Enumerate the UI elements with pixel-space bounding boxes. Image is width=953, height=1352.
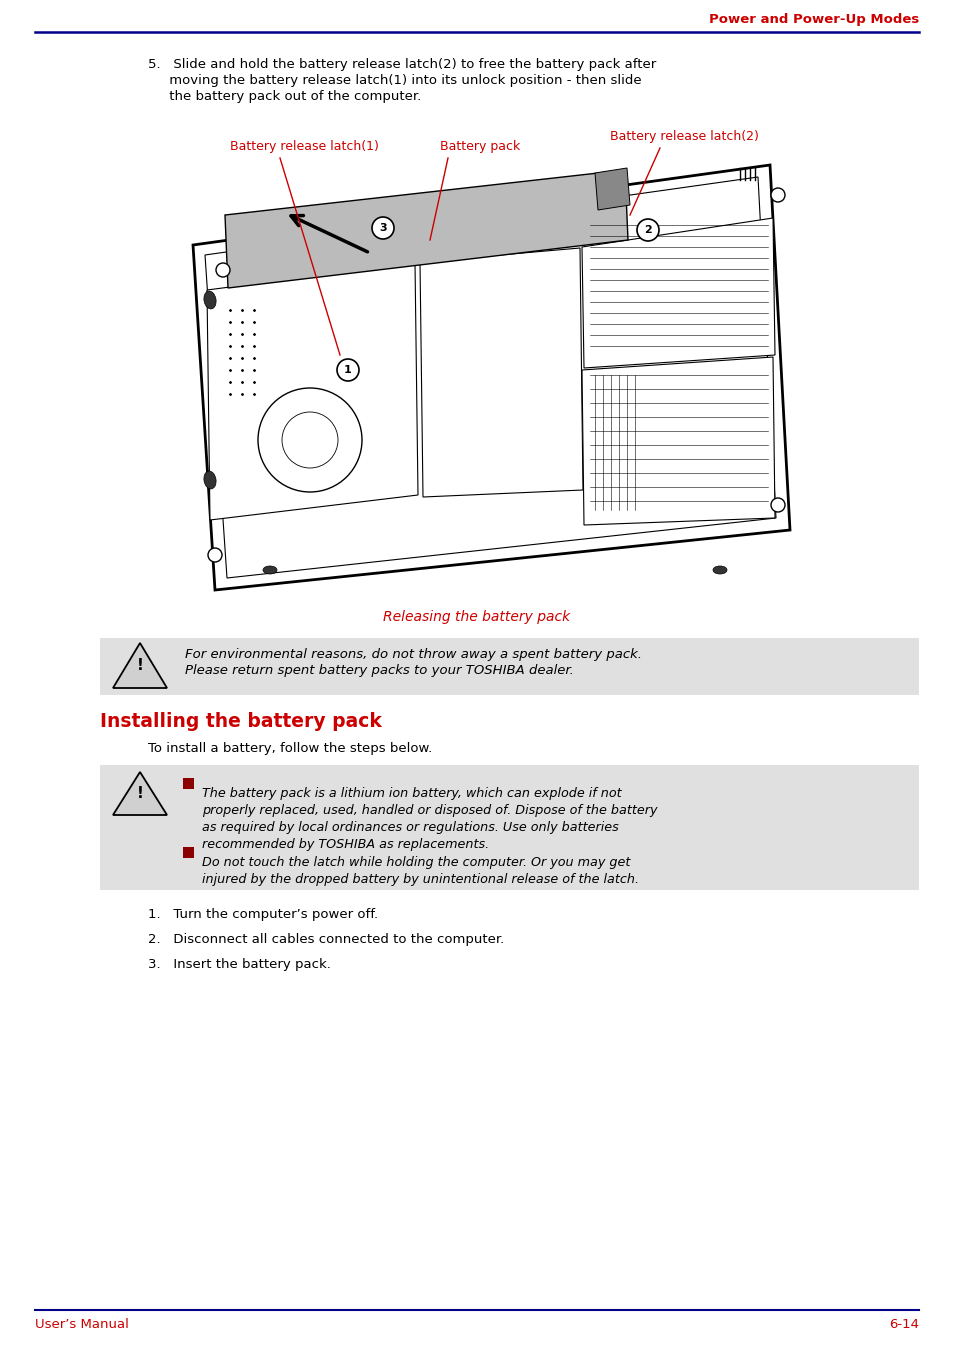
Text: 5.   Slide and hold the battery release latch(2) to free the battery pack after: 5. Slide and hold the battery release la… [148, 58, 656, 72]
Circle shape [637, 219, 659, 241]
Text: User’s Manual: User’s Manual [35, 1318, 129, 1332]
Text: as required by local ordinances or regulations. Use only batteries: as required by local ordinances or regul… [202, 821, 618, 834]
Polygon shape [595, 168, 629, 210]
Circle shape [770, 498, 784, 512]
Text: the battery pack out of the computer.: the battery pack out of the computer. [148, 91, 421, 103]
Text: Installing the battery pack: Installing the battery pack [100, 713, 381, 731]
Text: Releasing the battery pack: Releasing the battery pack [383, 610, 570, 625]
Polygon shape [205, 177, 775, 579]
Polygon shape [581, 218, 774, 368]
Text: 6-14: 6-14 [888, 1318, 918, 1332]
Polygon shape [419, 247, 582, 498]
Circle shape [282, 412, 337, 468]
Text: To install a battery, follow the steps below.: To install a battery, follow the steps b… [148, 742, 432, 754]
Text: !: ! [136, 658, 143, 673]
Ellipse shape [204, 291, 216, 308]
Text: Battery pack: Battery pack [439, 141, 519, 153]
Text: The battery pack is a lithium ion battery, which can explode if not: The battery pack is a lithium ion batter… [202, 787, 621, 800]
Text: properly replaced, used, handled or disposed of. Dispose of the battery: properly replaced, used, handled or disp… [202, 804, 657, 817]
Text: Power and Power-Up Modes: Power and Power-Up Modes [708, 14, 918, 27]
Text: moving the battery release latch(1) into its unlock position - then slide: moving the battery release latch(1) into… [148, 74, 641, 87]
Bar [100, 765, 918, 890]
Text: 3.   Insert the battery pack.: 3. Insert the battery pack. [148, 959, 331, 971]
Polygon shape [112, 644, 167, 688]
Text: 2: 2 [643, 224, 651, 235]
Circle shape [770, 188, 784, 201]
Circle shape [257, 388, 361, 492]
Circle shape [372, 218, 394, 239]
Polygon shape [112, 772, 167, 815]
Text: 1: 1 [344, 365, 352, 375]
Text: recommended by TOSHIBA as replacements.: recommended by TOSHIBA as replacements. [202, 838, 489, 850]
Circle shape [215, 264, 230, 277]
Text: 3: 3 [378, 223, 386, 233]
Ellipse shape [204, 470, 216, 489]
Text: injured by the dropped battery by unintentional release of the latch.: injured by the dropped battery by uninte… [202, 873, 639, 886]
Text: Battery release latch(2): Battery release latch(2) [609, 130, 758, 143]
Polygon shape [581, 357, 774, 525]
Ellipse shape [263, 566, 276, 575]
Text: 1.   Turn the computer’s power off.: 1. Turn the computer’s power off. [148, 909, 377, 921]
Text: For environmental reasons, do not throw away a spent battery pack.: For environmental reasons, do not throw … [185, 648, 641, 661]
Ellipse shape [712, 566, 726, 575]
Text: Please return spent battery packs to your TOSHIBA dealer.: Please return spent battery packs to you… [185, 664, 574, 677]
Polygon shape [207, 264, 417, 521]
Text: Battery release latch(1): Battery release latch(1) [230, 141, 378, 153]
Text: 2.   Disconnect all cables connected to the computer.: 2. Disconnect all cables connected to th… [148, 933, 504, 946]
Polygon shape [225, 170, 627, 288]
Bar [183, 846, 193, 859]
Bar [100, 638, 918, 695]
Text: Do not touch the latch while holding the computer. Or you may get: Do not touch the latch while holding the… [202, 856, 630, 869]
Circle shape [208, 548, 222, 562]
Circle shape [336, 360, 358, 381]
Polygon shape [193, 165, 789, 589]
Text: !: ! [136, 786, 143, 800]
Bar [183, 777, 193, 790]
